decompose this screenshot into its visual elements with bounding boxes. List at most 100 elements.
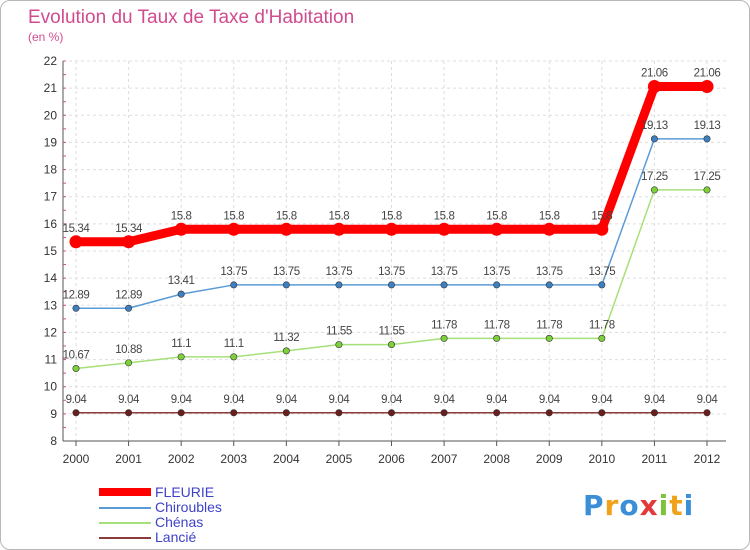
data-label-chiroubles: 13.75 — [273, 266, 300, 278]
data-point-lanci — [125, 409, 133, 417]
data-labels: 15.34 15.34 15.8 15.8 15.8 15.8 15.8 15.8 15.8 15… — [63, 68, 721, 406]
chart-subtitle: (en %) — [28, 30, 64, 44]
data-label-lanci: 9.04 — [66, 394, 88, 406]
data-point-fleurie — [385, 222, 398, 236]
data-point-chnas — [335, 341, 343, 349]
y-tick-label: 20 — [44, 108, 58, 122]
y-tick-label: 19 — [44, 135, 58, 149]
data-point-fleurie — [174, 222, 188, 236]
x-tick-label: 2003 — [220, 452, 247, 466]
data-point-lanci — [650, 409, 658, 417]
data-label-fleurie: 15.34 — [63, 223, 91, 235]
data-label-chiroubles: 13.75 — [378, 266, 405, 278]
data-point-fleurie — [542, 222, 556, 236]
data-point-chnas — [387, 341, 395, 349]
data-point-chiroubles — [72, 304, 80, 312]
series-layer — [69, 80, 714, 417]
data-label-fleurie: 15.8 — [171, 210, 192, 222]
data-point-lanci — [703, 409, 711, 417]
data-point-lanci — [545, 409, 553, 417]
legend-swatch-chenas — [99, 522, 151, 524]
data-label-fleurie: 15.8 — [434, 210, 455, 222]
x-tick-label: 2005 — [326, 452, 353, 466]
data-label-lanci: 9.04 — [276, 394, 298, 406]
data-label-chiroubles: 19.13 — [694, 120, 721, 132]
data-point-chnas — [177, 353, 185, 361]
data-point-lanci — [230, 409, 238, 417]
data-point-chiroubles — [125, 304, 133, 312]
data-label-fleurie: 15.34 — [115, 223, 143, 235]
data-point-fleurie — [279, 222, 293, 236]
data-point-chiroubles — [335, 281, 343, 289]
data-point-fleurie — [595, 222, 609, 236]
x-tick-label: 2000 — [63, 452, 90, 466]
legend-label-lancie: Lancié — [155, 529, 197, 545]
logo-letter: x — [639, 489, 659, 522]
data-label-fleurie: 15.8 — [381, 210, 402, 222]
x-tick-label: 2010 — [588, 452, 615, 466]
data-point-lanci — [387, 409, 395, 417]
data-point-lanci — [493, 409, 501, 417]
data-label-lanci: 9.04 — [171, 394, 193, 406]
logo-letter: P — [583, 489, 605, 522]
data-label-chiroubles: 13.75 — [483, 266, 510, 278]
data-label-chnas: 11.78 — [431, 319, 457, 331]
data-point-chiroubles — [545, 281, 553, 289]
chart-title: Evolution du Taux de Taxe d'Habitation — [28, 7, 355, 28]
data-label-fleurie: 15.8 — [276, 210, 297, 222]
data-point-chnas — [598, 334, 606, 342]
data-point-fleurie — [700, 80, 714, 94]
logo-letter: t — [669, 489, 684, 522]
logo-letter: i — [658, 489, 670, 522]
x-tick-label: 2009 — [536, 452, 563, 466]
legend-label-chenas: Chénas — [155, 514, 204, 530]
y-tick-label: 17 — [44, 190, 58, 204]
logo-letter: o — [619, 489, 640, 522]
legend: FLEURIE Chiroubles Chénas Lancié — [99, 484, 319, 545]
data-label-fleurie: 21.06 — [694, 68, 721, 80]
data-point-fleurie — [122, 235, 136, 249]
data-label-chnas: 11.55 — [326, 326, 352, 338]
proxiti-logo: Proxiti — [583, 489, 694, 522]
y-tick-label: 21 — [44, 81, 58, 95]
y-tick-label: 12 — [44, 325, 58, 339]
data-point-chiroubles — [387, 281, 395, 289]
data-point-fleurie — [69, 235, 83, 249]
data-point-chnas — [440, 334, 448, 342]
data-point-chnas — [493, 334, 501, 342]
data-point-fleurie — [647, 80, 661, 94]
legend-swatch-lancie — [99, 537, 151, 539]
data-label-lanci: 9.04 — [381, 394, 403, 406]
x-tick-label: 2011 — [642, 452, 668, 466]
x-tick-label: 2004 — [273, 452, 300, 466]
x-tick-label: 2002 — [168, 452, 195, 466]
data-label-lanci: 9.04 — [644, 394, 666, 406]
y-tick-label: 16 — [44, 217, 58, 231]
data-label-lanci: 9.04 — [591, 394, 613, 406]
data-point-chiroubles — [598, 281, 606, 289]
y-tick-label: 14 — [44, 271, 58, 285]
legend-swatch-chiroubles — [99, 507, 151, 509]
data-label-chnas: 10.88 — [115, 344, 142, 356]
data-label-fleurie: 15.8 — [329, 210, 350, 222]
legend-label-fleurie: FLEURIE — [155, 484, 215, 500]
legend-item-chenas: Chénas — [99, 514, 319, 530]
data-point-chiroubles — [282, 281, 290, 289]
data-point-fleurie — [490, 222, 504, 236]
data-label-chnas: 17.25 — [641, 171, 668, 183]
data-point-lanci — [282, 409, 290, 417]
x-tick-label: 2006 — [378, 452, 405, 466]
data-label-lanci: 9.04 — [118, 394, 140, 406]
x-tick-label: 2008 — [483, 452, 510, 466]
data-label-chnas: 11.78 — [484, 319, 510, 331]
data-point-chnas — [72, 365, 80, 373]
data-point-fleurie — [332, 222, 346, 236]
data-label-chiroubles: 13.75 — [536, 266, 563, 278]
data-label-lanci: 9.04 — [434, 394, 456, 406]
grid — [63, 60, 726, 442]
legend-item-lancie: Lancié — [99, 529, 319, 545]
data-point-chnas — [230, 353, 238, 361]
data-label-chiroubles: 13.75 — [431, 266, 458, 278]
data-label-chiroubles: 13.75 — [326, 266, 353, 278]
